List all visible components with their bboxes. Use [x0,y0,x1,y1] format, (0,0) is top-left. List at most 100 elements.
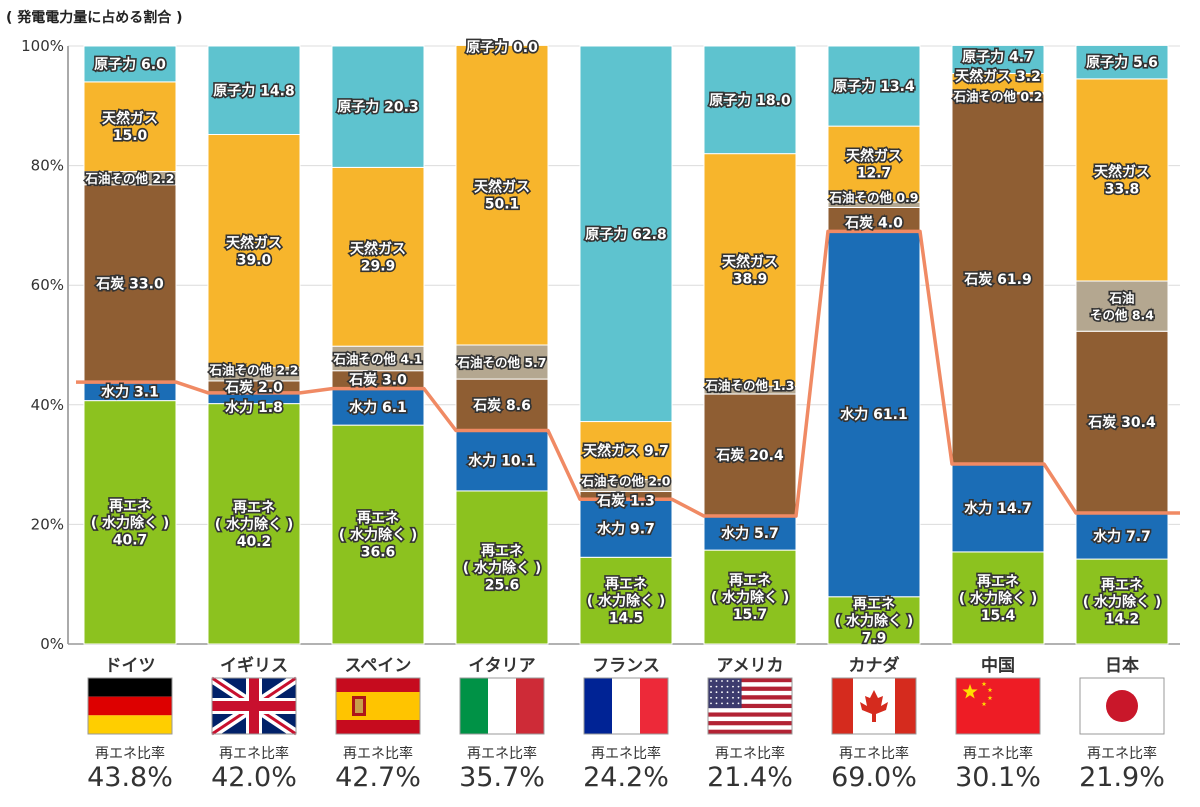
segment-label: 石炭 3.0 [348,372,407,389]
segment-label-line: 再エネ [233,500,275,516]
segment-label: 天然ガス 12.7 [846,148,902,182]
flag-border [211,677,297,735]
flag-star [721,685,723,688]
segment-label-line: 33.8 [1105,181,1140,197]
bar-segment [579,556,673,645]
flag-part [460,678,488,734]
segment-label-line: 40.7 [113,532,148,548]
segment-label-line: 天然ガス [350,240,406,257]
germany-flag-icon [87,677,173,735]
renewable-ratio-value: 42.0% [211,762,297,793]
flag-border [955,677,1041,735]
segment-label-line: 水力 6.1 [349,399,407,416]
flag-part [708,695,792,700]
segment-label-line: 再エネ [853,596,895,612]
segment-label: 水力 14.7 [964,500,1031,517]
flag-star [737,680,740,682]
segment-label-line: ( 水力除く ) [711,589,790,606]
segment-label: 石油その他 0.9 [829,190,919,205]
segment-label-line: ( 水力除く ) [215,516,294,533]
segment-label: 天然ガス 15.0 [102,110,158,144]
segment-label-line: 天然ガス [226,235,282,252]
bar-segment [83,400,177,645]
segment-label: 石炭 8.6 [472,397,531,414]
segment-label: 再エネ( 水力除く ) 15.4 [959,574,1038,624]
segment-label: 水力 3.1 [101,383,159,400]
segment-label: 石炭 2.0 [224,379,283,396]
segment-label: 石炭 4.0 [844,214,903,231]
segment-label-line: 石炭 20.4 [715,447,784,464]
segment-label: 石炭 1.3 [596,492,655,509]
segment-label: 原子力 18.0 [709,92,791,109]
flag-star [987,687,993,693]
segment-label-line: 12.7 [857,166,892,182]
bar-segment [827,230,921,598]
renewable-ratio-label: 再エネ比率 [343,745,413,762]
flag-border [831,677,917,735]
segment-label-line: 15.7 [733,607,768,623]
flag-border [459,677,545,735]
country-name: 日本 [1105,655,1139,676]
segment-label: 原子力 6.0 [94,56,166,73]
flag-part [708,678,792,683]
bar-segment [579,498,673,558]
flag-part [708,686,792,691]
segment-label-line: 石炭 3.0 [348,372,407,389]
segment-label-line: ( 水力除く ) [339,527,418,544]
segment-label: 石油その他 2.2 [209,362,299,377]
segment-label-line: ( 水力除く ) [463,559,542,576]
flag-star [732,691,734,694]
segment-label-line: 石炭 1.3 [596,492,655,509]
flag-star [732,680,734,682]
segment-label-line: 水力 10.1 [468,453,535,470]
flag-star [737,696,740,699]
segment-label: 水力 9.7 [597,520,655,537]
segment-label: 水力 10.1 [468,453,535,470]
segment-label-line: 15.4 [981,608,1016,624]
flag-star [962,684,978,699]
segment-label: 天然ガス 3.2 [955,68,1041,85]
segment-label-line: ( 水力除く ) [959,590,1038,607]
usa-flag-icon [707,677,793,735]
segment-label-line: 原子力 13.4 [833,78,915,95]
flag-part [956,678,1040,734]
country-name: フランス [592,656,660,676]
bar-segment [827,125,921,203]
segment-label: 石炭 20.4 [715,447,784,464]
bar-segment [579,45,673,423]
segment-label-line: ( 水力除く ) [91,514,170,531]
segment-label-line: 原子力 14.8 [213,82,294,99]
bar-segment [455,344,549,380]
segment-label: 再エネ( 水力除く ) 14.5 [587,577,666,627]
segment-label: 天然ガス 39.0 [226,235,282,269]
bar-segment [455,44,549,346]
y-tick-label: 60% [31,276,64,294]
renewable-ratio-value: 24.2% [583,762,669,793]
flag-part [212,701,296,711]
segment-label-line: 石炭 2.0 [224,379,283,396]
segment-label: 水力 1.8 [225,399,283,416]
renewable-ratio-value: 30.1% [955,762,1041,793]
flag-star [726,685,729,688]
segment-label: 石油その他 4.1 [333,351,423,366]
segment-label: 天然ガス 33.8 [1094,163,1150,197]
renewable-ratio-label: 再エネ比率 [839,745,909,762]
bar-segment [207,45,301,136]
flag-star [721,702,723,705]
country-name: 中国 [981,655,1015,676]
flag-part [708,703,792,709]
flag-sun [1106,690,1138,722]
segment-label-line: 石油その他 4.1 [333,351,423,366]
segment-label-line: 天然ガス 9.7 [583,443,669,460]
segment-label: 原子力 14.8 [213,82,294,99]
segment-label-line: 石油その他 2.0 [581,474,671,489]
flag-star [726,702,729,705]
renewable-ratio-label: 再エネ比率 [591,745,661,762]
segment-label-line: 水力 61.1 [840,406,907,423]
segment-label: 原子力 4.7 [962,48,1034,65]
segment-label-line: 天然ガス [474,179,530,196]
